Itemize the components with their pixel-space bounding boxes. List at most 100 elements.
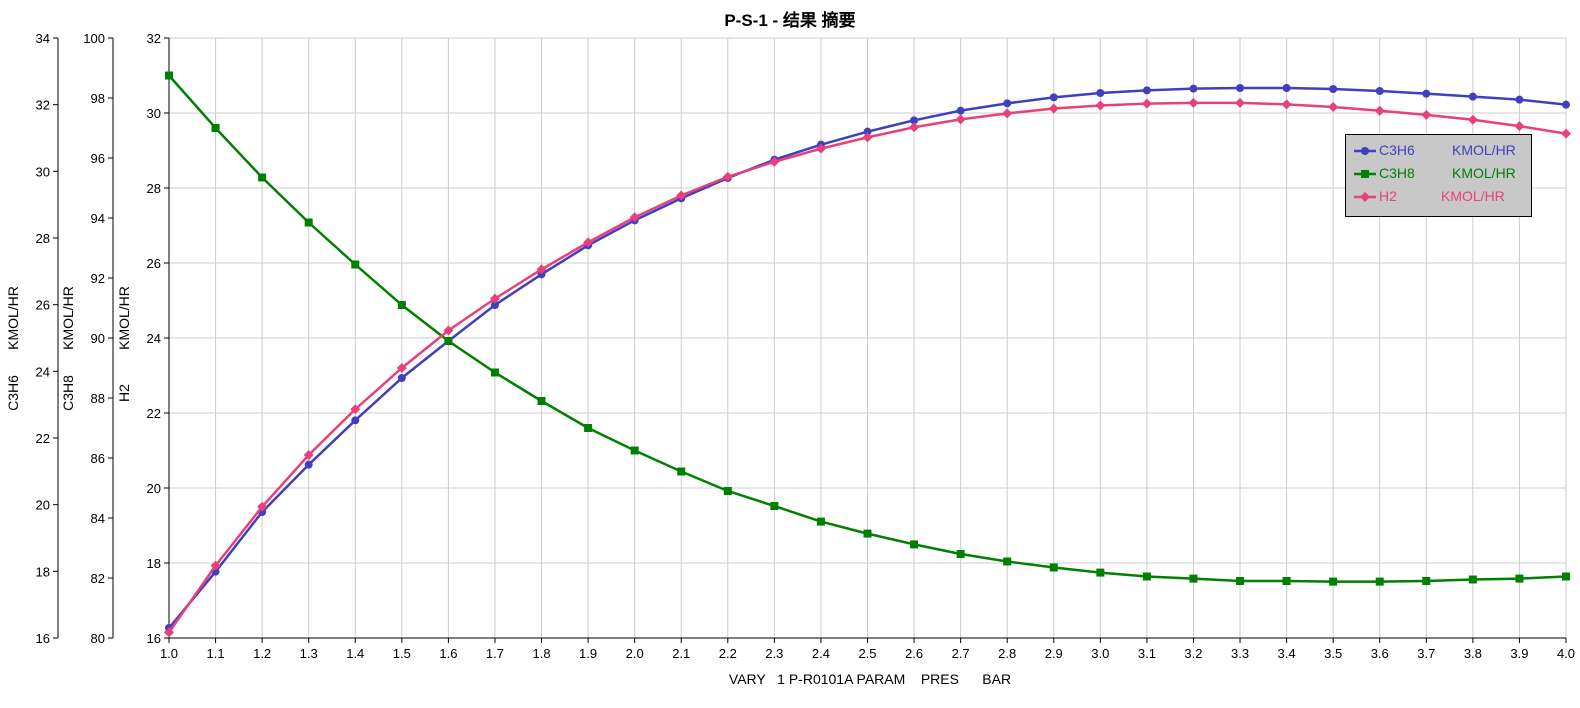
y-tick-label-h2: 32	[147, 31, 161, 46]
data-point-h2	[1188, 97, 1199, 108]
grid	[168, 37, 1567, 639]
data-point-h2	[443, 325, 454, 336]
data-point-h2	[1095, 100, 1106, 111]
x-tick-label: 3.9	[1510, 646, 1528, 661]
x-tick-label: 3.7	[1417, 646, 1435, 661]
data-point-h2	[722, 171, 733, 182]
series-layer	[164, 71, 1571, 638]
data-point-h2	[1281, 99, 1292, 110]
data-point-c3h8	[1003, 557, 1012, 566]
data-point-c3h6	[1142, 86, 1151, 95]
data-point-h2	[862, 132, 873, 143]
x-tick-label: 2.8	[998, 646, 1016, 661]
data-point-c3h8	[630, 446, 639, 455]
legend-marker-c3h8	[1354, 170, 1376, 178]
data-point-h2	[1141, 98, 1152, 109]
x-tick-label: 1.4	[346, 646, 364, 661]
data-point-c3h6	[490, 301, 499, 309]
legend-item-h2: H2 KMOL/HR	[1346, 187, 1533, 207]
legend-item-c3h6: C3H6 KMOL/HR	[1346, 141, 1533, 161]
data-point-c3h8	[1096, 568, 1105, 577]
y-tick-label-h2: 20	[147, 481, 161, 496]
legend-marker-h2	[1354, 192, 1376, 202]
data-point-h2	[164, 627, 174, 638]
data-point-c3h8	[537, 397, 546, 405]
data-point-h2	[303, 450, 314, 460]
data-point-h2	[676, 190, 687, 201]
x-tick-label: 2.9	[1045, 646, 1063, 661]
legend-series-name: C3H8	[1379, 165, 1415, 181]
y-tick-label-c3h8: 90	[91, 331, 105, 346]
y-tick-label-c3h8: 98	[91, 91, 105, 106]
data-point-c3h6	[1422, 89, 1431, 98]
y-tick-label-c3h6: 20	[36, 498, 50, 513]
data-point-h2	[210, 560, 221, 571]
data-point-h2	[815, 143, 826, 154]
y-axis-label-unit-c3h6: KMOL/HR	[5, 286, 21, 350]
x-tick-label: 2.5	[858, 646, 876, 661]
y-tick-label-c3h8: 86	[91, 451, 105, 466]
data-point-h2	[1328, 102, 1339, 112]
data-point-c3h8	[1236, 577, 1245, 585]
x-tick-label: 1.5	[393, 646, 411, 661]
data-point-c3h8	[1422, 577, 1431, 585]
x-tick-label: 3.0	[1091, 646, 1109, 661]
y-tick-label-c3h6: 32	[36, 98, 50, 113]
data-point-c3h8	[1142, 572, 1151, 581]
legend-series-name: H2	[1379, 188, 1397, 204]
data-point-h2	[1421, 109, 1432, 120]
x-tick-label: 4.0	[1557, 646, 1575, 661]
x-tick-label: 1.9	[579, 646, 597, 661]
data-point-c3h6	[956, 106, 965, 115]
x-tick-label: 2.3	[765, 646, 783, 661]
y-tick-label-h2: 30	[147, 106, 161, 121]
legend-symbol-c3h6	[1361, 147, 1369, 155]
data-point-c3h6	[1003, 99, 1012, 108]
data-point-c3h8	[1375, 577, 1384, 586]
y-tick-label-h2: 22	[147, 406, 161, 421]
data-point-c3h8	[211, 124, 220, 132]
y-tick-label-h2: 16	[147, 631, 161, 646]
x-tick-label: 1.6	[439, 646, 457, 661]
data-point-h2	[909, 122, 920, 133]
y-tick-label-h2: 18	[147, 556, 161, 571]
data-point-c3h6	[1282, 84, 1291, 92]
legend: C3H6 KMOL/HR C3H8 KMOL/HR H2 KMOL/HR	[1345, 134, 1532, 217]
data-point-h2	[1467, 114, 1478, 125]
x-tick-label: 3.6	[1371, 646, 1389, 661]
data-point-c3h8	[863, 529, 872, 538]
legend-symbol-c3h8	[1361, 170, 1369, 178]
x-tick-label: 3.1	[1138, 646, 1156, 661]
y-tick-label-c3h8: 88	[91, 391, 105, 406]
y-tick-label-c3h6: 30	[36, 164, 50, 179]
data-point-c3h8	[304, 218, 313, 227]
series-h2	[164, 97, 1571, 638]
data-point-c3h8	[165, 71, 173, 80]
data-point-c3h8	[956, 550, 965, 558]
data-point-c3h8	[1049, 563, 1058, 572]
data-point-c3h6	[1375, 87, 1384, 95]
data-point-c3h8	[258, 173, 267, 182]
data-point-h2	[583, 237, 594, 248]
data-point-h2	[396, 363, 407, 373]
x-tick-label: 2.0	[626, 646, 644, 661]
x-tick-label: 3.4	[1278, 646, 1296, 661]
data-point-h2	[1561, 128, 1571, 139]
data-point-c3h6	[1189, 84, 1198, 93]
y-tick-label-c3h8: 92	[91, 271, 105, 286]
data-point-h2	[350, 404, 361, 415]
data-point-c3h6	[304, 460, 313, 469]
legend-marker-c3h6	[1354, 147, 1376, 155]
data-point-c3h8	[723, 487, 732, 495]
legend-series-unit: KMOL/HR	[1452, 165, 1516, 181]
data-point-c3h8	[397, 301, 406, 309]
series-c3h8	[165, 71, 1570, 586]
legend-series-name: C3H6	[1379, 142, 1415, 158]
data-point-c3h6	[1562, 100, 1570, 109]
data-point-c3h8	[490, 368, 499, 377]
x-tick-label: 3.2	[1184, 646, 1202, 661]
y-tick-label-h2: 26	[147, 256, 161, 271]
data-point-h2	[1048, 103, 1059, 114]
